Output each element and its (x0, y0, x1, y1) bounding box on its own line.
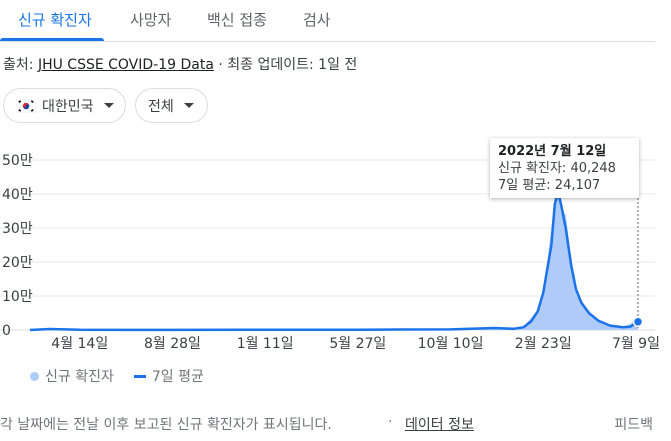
legend-average: 7일 평균 (151, 369, 204, 385)
y-axis-labels: 0 10만 20만 30만 40만 50만 (2, 153, 33, 339)
y-tick-label: 50만 (2, 153, 33, 169)
tab-deaths[interactable]: 사망자 (130, 11, 172, 29)
x-tick-label: 8월 28일 (144, 336, 201, 352)
average-line-layer (29, 191, 639, 332)
footer-note: 각 날짜에는 전날 이후 보고된 신규 확진자가 표시됩니다. (0, 417, 332, 433)
average-line (29, 191, 639, 332)
tab-new-cases[interactable]: 신규 확진자 (18, 11, 92, 29)
cases-chart[interactable]: 0 10만 20만 30만 40만 50만 4월 14일 8월 28일 1월 11일 5월 27… (0, 138, 671, 358)
bar-legend-icon (30, 371, 39, 381)
region-label: 대한민국 (42, 98, 94, 115)
line-legend-icon (133, 374, 146, 378)
active-tab-indicator (0, 38, 104, 41)
y-tick-label: 0 (2, 323, 11, 339)
x-tick-label: 7월 9일 (612, 336, 660, 352)
x-tick-label: 1월 11일 (237, 336, 294, 352)
tooltip-date: 2022년 7월 12일 (498, 144, 607, 159)
x-tick-label: 5월 27일 (329, 336, 386, 352)
chevron-down-icon (103, 103, 114, 108)
y-tick-label: 30만 (2, 221, 33, 237)
data-info-link[interactable]: 데이터 정보 (405, 417, 474, 433)
footer: 각 날짜에는 전날 이후 보고된 신규 확진자가 표시됩니다. · 데이터 정보… (0, 414, 655, 434)
chevron-down-icon (183, 103, 194, 108)
footer-separator: · (388, 414, 393, 430)
last-updated: · 최종 업데이트: 1일 전 (213, 57, 358, 73)
period-label: 전체 (148, 98, 174, 115)
tab-vaccinations[interactable]: 백신 접종 (207, 11, 267, 29)
chart-tooltip: 2022년 7월 12일 신규 확진자: 40,248 7일 평균: 24,10… (490, 138, 639, 198)
x-tick-label: 10월 10일 (418, 336, 484, 352)
tab-bar: 신규 확진자 사망자 백신 접종 검사 (0, 0, 655, 42)
chart-legend: 신규 확진자 7일 평균 (30, 366, 204, 386)
feedback-link[interactable]: 피드백 (614, 417, 653, 433)
x-tick-label: 4월 14일 (51, 336, 108, 352)
korea-flag-icon (16, 98, 36, 113)
region-selector[interactable]: 대한민국 (3, 88, 126, 123)
y-tick-label: 40만 (2, 187, 33, 203)
legend-new-cases: 신규 확진자 (45, 369, 114, 385)
tooltip-new-cases: 신규 확진자: 40,248 (498, 161, 616, 176)
new-cases-area (30, 138, 638, 330)
hover-point (632, 316, 644, 328)
tooltip-average: 7일 평균: 24,107 (498, 178, 601, 193)
period-selector[interactable]: 전체 (135, 88, 208, 123)
y-tick-label: 10만 (2, 289, 33, 305)
source-link[interactable]: JHU CSSE COVID-19 Data (37, 57, 214, 73)
x-axis-labels: 4월 14일 8월 28일 1월 11일 5월 27일 10월 10일 2월 23일 7월 … (51, 336, 660, 352)
source-prefix: 출처: (3, 57, 34, 73)
x-tick-label: 2월 23일 (515, 336, 572, 352)
tab-tests[interactable]: 검사 (303, 11, 331, 29)
cases-bars (30, 138, 638, 330)
y-tick-label: 20만 (2, 255, 33, 271)
source-line: 출처: JHU CSSE COVID-19 Data · 최종 업데이트: 1일… (3, 54, 357, 74)
